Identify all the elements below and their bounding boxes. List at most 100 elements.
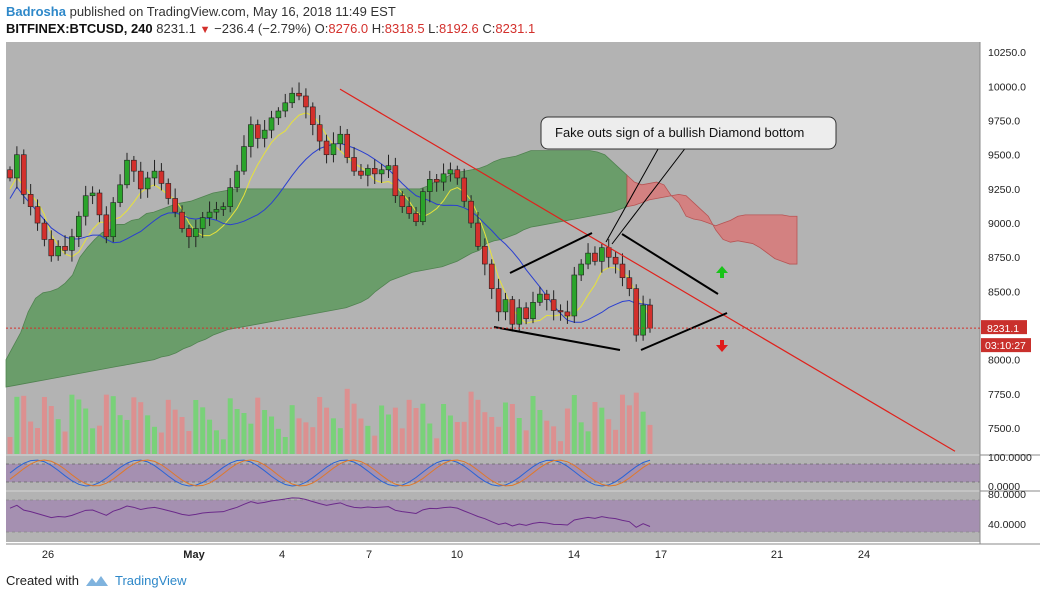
volume-bar: [90, 428, 96, 454]
volume-bar: [454, 422, 460, 454]
diamond-lower-right-line[interactable]: [640, 312, 728, 351]
volume-bar: [351, 403, 357, 454]
diamond-lower-left-line[interactable]: [493, 326, 621, 351]
date-tick-label: 17: [655, 549, 667, 561]
candle-body: [488, 263, 495, 289]
volume-bar: [558, 441, 564, 454]
trendline[interactable]: [339, 88, 956, 452]
volume-bar: [172, 409, 178, 454]
candle-body: [14, 154, 20, 179]
diamond-pattern[interactable]: [493, 141, 728, 351]
candle-body: [76, 215, 82, 238]
volume-bar: [103, 394, 109, 454]
candle-body: [516, 307, 523, 325]
symbol-line: BITFINEX:BTCUSD, 240 8231.1 ▼ −236.4 (−2…: [6, 20, 535, 39]
volume-bar: [406, 399, 412, 454]
tenkan-line: [9, 112, 651, 324]
price-tick-label: 8000.0: [988, 355, 1020, 367]
date-tick-label: 26: [42, 549, 54, 561]
rsi-tick-40: 40.0000: [988, 519, 1026, 531]
open-value: 8276.0: [328, 21, 369, 36]
author-name[interactable]: Badrosha: [6, 4, 66, 19]
volume-bar: [344, 388, 350, 454]
candle-body: [103, 214, 110, 238]
candle-body: [110, 202, 117, 238]
volume-bar: [62, 431, 68, 454]
ichimoku-lines: [9, 112, 651, 324]
volume-bar: [227, 398, 233, 454]
candle-body: [454, 169, 461, 179]
volume-bar: [21, 395, 27, 454]
candle-body: [303, 95, 309, 108]
annotation-box[interactable]: [540, 116, 837, 150]
symbol-label[interactable]: BITFINEX:BTCUSD, 240: [6, 21, 153, 36]
down-arrow-icon: [716, 340, 728, 352]
price-chart[interactable]: Fake outs sign of a bullish Diamond bott…: [0, 0, 1044, 570]
cloud-bearish-area: [626, 174, 798, 265]
candle-body: [420, 191, 426, 222]
volume-bar: [619, 394, 625, 454]
volume-bar: [303, 422, 309, 454]
candlesticks[interactable]: [7, 82, 653, 342]
volume-bar: [152, 426, 158, 454]
candle-body: [592, 252, 598, 262]
candle-body: [55, 245, 61, 257]
volume-bar: [35, 428, 41, 454]
candle-body: [268, 117, 275, 131]
volume-bar: [482, 412, 488, 454]
volume-bar: [434, 438, 440, 454]
candle-body: [124, 159, 130, 186]
candle-body: [117, 184, 123, 203]
high-value: 8318.5: [384, 21, 425, 36]
volume-bar: [289, 405, 295, 454]
candle-body: [137, 170, 144, 190]
countdown-tag: 03:10:27: [981, 338, 1031, 353]
price-tick-label: 8500.0: [988, 286, 1020, 298]
volume-bar: [606, 419, 612, 454]
candle-body: [344, 133, 351, 158]
candle-body: [647, 304, 653, 329]
oscillator-lines: [9, 459, 651, 528]
volume-bar: [275, 428, 281, 454]
candle-body: [213, 209, 220, 213]
tradingview-link[interactable]: TradingView: [114, 573, 187, 588]
candle-body: [392, 165, 399, 197]
rsi-line: [9, 497, 651, 528]
candle-body: [96, 192, 103, 216]
candle-body: [89, 192, 96, 197]
volume-bar: [578, 422, 584, 454]
volume-bar: [310, 427, 316, 454]
volume-bar: [571, 395, 577, 454]
candle-body: [261, 129, 268, 139]
footer: Created with TradingView: [6, 573, 187, 588]
volume-bar: [7, 437, 13, 454]
volume-bar: [55, 419, 61, 454]
volume-bar: [509, 404, 515, 454]
volume-bar: [613, 429, 619, 454]
diamond-upper-right-line[interactable]: [621, 233, 719, 295]
volume-bar: [83, 408, 89, 454]
candle-body: [296, 92, 302, 97]
rsi-band: [6, 500, 980, 532]
price-change: −236.4 (−2.79%): [214, 21, 312, 36]
volume-bar: [262, 410, 268, 454]
volume-bar: [41, 397, 47, 454]
candle-body: [351, 157, 357, 172]
volume-bar: [117, 415, 123, 454]
candle-body: [248, 124, 254, 147]
volume-bar: [14, 396, 20, 454]
diamond-upper-left-line[interactable]: [509, 232, 593, 274]
volume-bar: [69, 394, 75, 454]
candle-body: [365, 168, 371, 176]
low-value: 8192.6: [439, 21, 479, 36]
high-label: H:: [371, 21, 385, 36]
annotation-callout[interactable]: Fake outs sign of a bullish Diamond bott…: [540, 116, 837, 150]
price-tick-label: 10000.0: [988, 81, 1026, 93]
price-tick-label: 9750.0: [988, 116, 1020, 128]
candle-body: [199, 217, 206, 229]
price-tick-label: 10250.0: [988, 47, 1026, 59]
volume-bar: [640, 411, 646, 454]
time-axis[interactable]: 26 May 4 7 10 14 17 21 24: [42, 549, 870, 561]
volume-bar: [489, 417, 495, 454]
candle-body: [254, 124, 261, 139]
